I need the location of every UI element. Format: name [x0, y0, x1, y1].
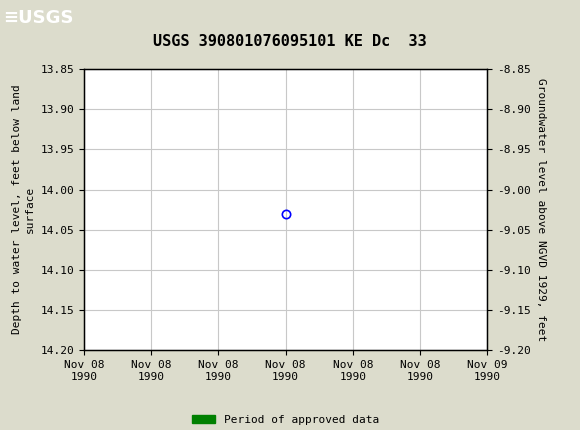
Text: USGS 390801076095101 KE Dc  33: USGS 390801076095101 KE Dc 33: [153, 34, 427, 49]
Y-axis label: Depth to water level, feet below land
surface: Depth to water level, feet below land su…: [12, 85, 35, 335]
Text: ≡USGS: ≡USGS: [3, 9, 74, 27]
Legend: Period of approved data: Period of approved data: [188, 411, 383, 430]
Y-axis label: Groundwater level above NGVD 1929, feet: Groundwater level above NGVD 1929, feet: [536, 78, 546, 341]
